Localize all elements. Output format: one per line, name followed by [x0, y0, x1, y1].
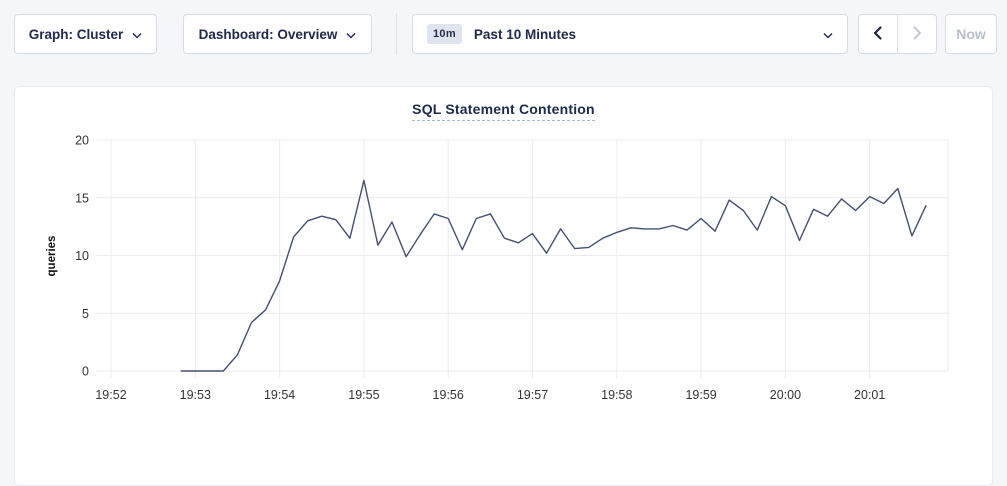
chevron-down-icon: [823, 27, 833, 42]
x-tick-label: 19:56: [433, 388, 464, 402]
time-window-badge: 10m: [427, 24, 462, 44]
chevron-left-icon: [869, 24, 887, 45]
x-tick-label: 19:58: [601, 388, 632, 402]
y-tick-label: 5: [82, 307, 89, 321]
chevron-down-icon: [132, 27, 142, 42]
time-window-label: Past 10 Minutes: [473, 26, 576, 42]
x-tick-label: 19:55: [348, 388, 379, 402]
x-tick-label: 20:00: [770, 388, 801, 402]
y-tick-label: 10: [75, 249, 89, 263]
x-tick-label: 19:52: [95, 388, 126, 402]
toolbar: Graph: Cluster Dashboard: Overview 10m P…: [0, 0, 1007, 55]
y-tick-label: 0: [82, 365, 89, 379]
y-axis-label: queries: [46, 236, 58, 277]
data-line-queries: [180, 179, 927, 372]
time-window-selector[interactable]: 10m Past 10 Minutes: [412, 14, 848, 54]
dashboard-dropdown[interactable]: Dashboard: Overview: [183, 14, 372, 54]
chevron-right-icon: [908, 24, 926, 45]
x-tick-label: 19:53: [180, 388, 211, 402]
x-tick-label: 20:01: [854, 388, 885, 402]
chevron-down-icon: [346, 27, 356, 42]
x-tick-label: 19:54: [264, 388, 295, 402]
graph-dropdown-label: Graph: Cluster: [28, 26, 124, 42]
graph-dropdown[interactable]: Graph: Cluster: [14, 14, 157, 54]
time-shift-button-group: [858, 14, 937, 54]
x-tick-label: 19:59: [685, 388, 716, 402]
y-tick-label: 20: [75, 134, 89, 148]
chart-title: SQL Statement Contention: [15, 101, 992, 121]
dashboard-dropdown-label: Dashboard: Overview: [198, 26, 338, 42]
y-tick-label: 15: [75, 191, 89, 205]
toolbar-divider: [396, 13, 397, 55]
previous-time-button[interactable]: [859, 15, 898, 53]
next-time-button[interactable]: [898, 15, 936, 53]
chart-card: SQL Statement Contention 0 5 10 15 20 19:52 19…: [14, 86, 993, 486]
now-button[interactable]: Now: [945, 14, 997, 54]
x-tick-label: 19:57: [517, 388, 548, 402]
chart-title-link[interactable]: SQL Statement Contention: [412, 101, 595, 121]
contention-chart: 0 5 10 15 20 19:52 19:53 19:54 19:55 19:56 19:57 19…: [46, 134, 949, 402]
now-button-label: Now: [956, 26, 986, 42]
